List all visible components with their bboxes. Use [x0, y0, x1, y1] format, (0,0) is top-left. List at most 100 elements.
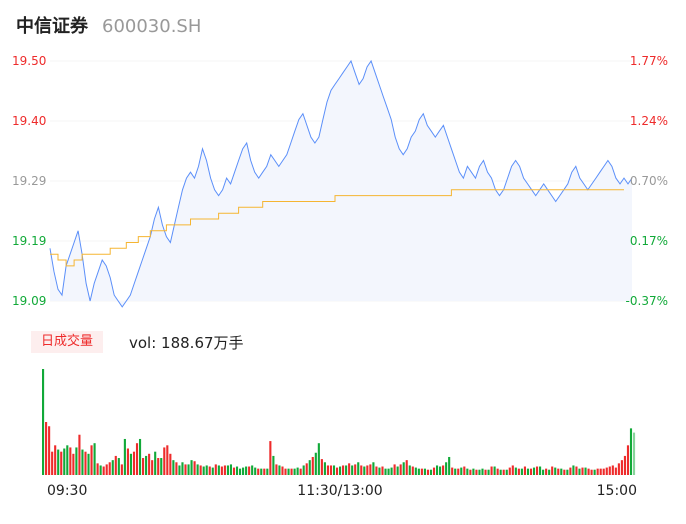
volume-bar: [96, 463, 99, 475]
volume-bar: [614, 467, 617, 475]
volume-bar: [93, 443, 96, 475]
price-line: [49, 59, 633, 308]
volume-bar: [593, 469, 596, 475]
volume-bar: [151, 460, 154, 475]
volume-bar: [45, 422, 48, 475]
volume-bar: [560, 468, 563, 475]
volume-bar: [63, 448, 66, 475]
volume-bar: [599, 468, 602, 475]
volume-bar: [626, 445, 630, 475]
volume-bar: [551, 466, 554, 475]
volume-bar: [248, 466, 251, 475]
volume-bar: [366, 465, 369, 475]
volume-bar: [345, 465, 348, 475]
volume-bar: [405, 460, 408, 475]
volume-bar: [323, 462, 326, 475]
volume-bar: [226, 465, 229, 475]
volume-bar: [317, 443, 320, 475]
volume-bar: [57, 449, 60, 475]
volume-bar: [157, 458, 160, 475]
volume-bar: [205, 465, 208, 475]
volume-bar: [332, 465, 336, 475]
volume-bar: [175, 462, 178, 475]
volume-bar: [487, 469, 490, 475]
volume-bar: [202, 466, 205, 475]
time-tick-label: 15:00: [597, 483, 637, 499]
volume-bar: [520, 468, 523, 475]
volume-bar: [281, 466, 284, 475]
volume-bar: [311, 456, 314, 475]
volume-bar: [372, 462, 375, 475]
volume-bar: [254, 467, 257, 475]
volume-bar: [257, 468, 260, 475]
volume-bar: [78, 434, 81, 475]
volume-bar: [508, 467, 511, 475]
volume-bar: [420, 468, 423, 475]
volume-bar: [426, 469, 430, 475]
price-tick-label: 19.29: [12, 174, 46, 188]
volume-bar: [320, 459, 323, 475]
price-tick-label: 19.09: [12, 294, 46, 308]
volume-bar: [296, 467, 299, 475]
percent-tick-label: 0.70%: [630, 174, 668, 188]
volume-bar: [417, 468, 420, 475]
volume-bar: [408, 465, 411, 475]
percent-tick-label: 1.24%: [630, 114, 668, 128]
volume-bar: [535, 466, 539, 475]
volume-bar: [284, 468, 287, 475]
volume-bar: [632, 432, 636, 475]
volume-bar: [87, 453, 90, 475]
volume-bar: [190, 460, 193, 475]
volume-value: 188.67万手: [161, 334, 244, 352]
volume-bar: [578, 468, 581, 475]
volume-bar: [81, 449, 84, 475]
volume-bar: [481, 468, 484, 475]
volume-bar: [272, 455, 275, 475]
volume-bar: [575, 466, 578, 475]
volume-bar: [129, 453, 133, 475]
volume-bar: [514, 467, 517, 475]
volume-bar: [339, 466, 342, 475]
volume-bar: [360, 465, 363, 475]
percent-tick-label: 1.77%: [630, 54, 668, 68]
volume-bar: [260, 468, 263, 475]
volume-bar: [293, 468, 296, 475]
volume-bar: [472, 468, 475, 475]
volume-bar: [378, 467, 381, 475]
percent-tick-label: 0.17%: [630, 234, 668, 248]
volume-bar: [402, 462, 405, 475]
daily-volume-tag[interactable]: 日成交量: [31, 331, 104, 353]
volume-bar: [251, 465, 254, 475]
volume-bar: [457, 468, 460, 475]
volume-bar: [120, 464, 123, 475]
volume-bar: [581, 467, 584, 475]
volume-bar: [111, 460, 114, 475]
volume-bar: [193, 461, 196, 475]
volume-readout: vol: 188.67万手: [129, 332, 244, 353]
volume-bar: [263, 468, 266, 475]
volume-bar: [572, 465, 575, 475]
volume-bar: [48, 426, 51, 475]
volume-bar: [445, 462, 448, 475]
volume-bar: [496, 468, 499, 475]
volume-bar: [569, 467, 572, 475]
volume-bar: [211, 467, 214, 475]
volume-bar: [532, 467, 536, 475]
volume-bar: [557, 468, 560, 475]
average-price-line: [50, 189, 624, 267]
volume-bar: [396, 466, 399, 475]
volume-bar: [75, 447, 78, 475]
volume-bars: [42, 369, 636, 475]
volume-bar: [302, 465, 305, 475]
volume-bar: [460, 467, 463, 475]
volume-bar: [114, 455, 117, 475]
stock-code: 600030.SH: [102, 16, 202, 37]
volume-bar: [51, 451, 54, 475]
volume-bar: [554, 467, 557, 475]
volume-bar: [493, 466, 496, 475]
volume-bar: [335, 467, 339, 475]
volume-bar: [54, 445, 57, 475]
volume-bar: [314, 452, 317, 475]
volume-bar: [123, 438, 126, 475]
